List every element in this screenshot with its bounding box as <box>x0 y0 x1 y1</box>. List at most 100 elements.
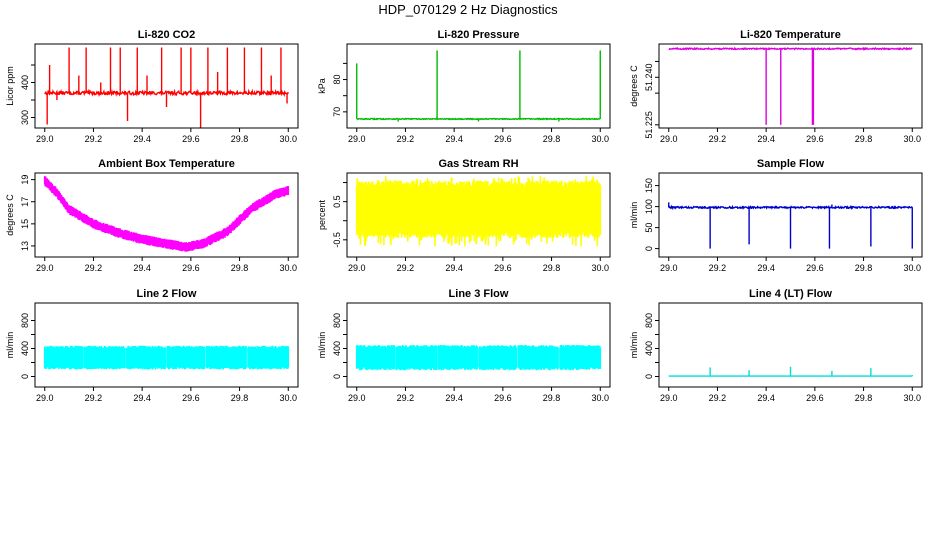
plot-frame <box>34 172 299 258</box>
x-tick-label: 29.4 <box>445 263 463 273</box>
y-tick-label: 400 <box>20 341 30 356</box>
y-axis-label: kPa <box>317 78 327 94</box>
x-tick-label: 30.0 <box>903 393 921 403</box>
panel-line3: Line 3 Flow 29.0 29.2 29.4 29.6 29.8 30.0 0 400 8… <box>317 288 611 403</box>
data-series <box>43 345 290 370</box>
x-tick-label: 29.6 <box>494 393 512 403</box>
y-tick-label: 0 <box>20 374 30 379</box>
x-tick-label: 30.0 <box>279 263 297 273</box>
x-tick-label: 29.2 <box>85 134 103 144</box>
data-series <box>668 202 913 249</box>
x-tick-label: 29.6 <box>182 134 200 144</box>
y-tick-label: 80 <box>332 75 342 85</box>
y-tick-label: 300 <box>20 110 30 125</box>
plot-frame <box>658 172 923 258</box>
x-tick-label: 29.0 <box>660 393 678 403</box>
data-series <box>355 345 602 371</box>
y-tick-label: 400 <box>20 75 30 90</box>
series-line <box>356 117 601 121</box>
y-tick-label: 150 <box>644 178 654 193</box>
series-line <box>668 46 913 51</box>
data-series <box>356 50 601 122</box>
x-tick-label: 29.8 <box>855 263 873 273</box>
x-tick-label: 29.2 <box>85 393 103 403</box>
figure-title: HDP_070129 2 Hz Diagnostics <box>378 2 558 17</box>
x-tick-label: 29.0 <box>348 263 366 273</box>
panel-title: Line 4 (LT) Flow <box>749 288 832 300</box>
data-series <box>44 47 289 128</box>
y-tick-label: 0 <box>644 246 654 251</box>
x-tick-label: 29.8 <box>543 134 561 144</box>
x-tick-label: 29.8 <box>543 393 561 403</box>
y-tick-label: 13 <box>20 241 30 251</box>
y-tick-label: 50 <box>644 223 654 233</box>
y-axis-label: ml/min <box>629 332 639 359</box>
panel-title: Li-820 CO2 <box>138 29 195 41</box>
data-series <box>668 46 913 125</box>
x-tick-label: 30.0 <box>279 393 297 403</box>
panel-title: Line 3 Flow <box>449 288 509 300</box>
panel-title: Line 2 Flow <box>137 288 197 300</box>
y-axis-label: degrees C <box>629 65 639 107</box>
panel-licor_temp: Li-820 Temperature 29.0 29.2 29.4 29.6 29.8 30… <box>629 29 923 144</box>
x-tick-label: 30.0 <box>591 393 609 403</box>
x-tick-label: 30.0 <box>279 134 297 144</box>
data-series <box>355 176 602 247</box>
x-tick-label: 29.6 <box>494 134 512 144</box>
x-tick-label: 29.0 <box>36 263 54 273</box>
y-tick-label: 19 <box>20 175 30 185</box>
series-band <box>43 345 290 370</box>
x-tick-label: 29.0 <box>36 134 54 144</box>
x-tick-label: 29.6 <box>182 263 200 273</box>
x-tick-label: 29.0 <box>660 263 678 273</box>
x-tick-label: 29.2 <box>85 263 103 273</box>
x-tick-label: 29.4 <box>133 263 151 273</box>
x-tick-label: 29.6 <box>182 393 200 403</box>
plot-frame <box>658 43 923 129</box>
y-axis-label: degrees C <box>5 194 15 236</box>
x-tick-label: 29.6 <box>806 134 824 144</box>
data-series <box>43 176 290 252</box>
y-tick-label: 100 <box>644 199 654 214</box>
series-band <box>355 176 602 247</box>
x-tick-label: 29.4 <box>757 393 775 403</box>
x-tick-label: 29.8 <box>855 393 873 403</box>
plot-frame <box>346 43 611 129</box>
y-axis-label: Licor ppm <box>5 66 15 106</box>
x-tick-label: 29.6 <box>806 263 824 273</box>
x-tick-label: 30.0 <box>591 263 609 273</box>
series-band <box>355 345 602 371</box>
x-tick-label: 29.8 <box>231 263 249 273</box>
x-tick-label: 29.0 <box>660 134 678 144</box>
panel-rh: Gas Stream RH 29.0 29.2 29.4 29.6 29.8 30.0 -0.… <box>317 158 611 273</box>
plot-frame <box>34 302 299 388</box>
panel-line2: Line 2 Flow 29.0 29.2 29.4 29.6 29.8 30.0 0 400 8… <box>5 288 299 403</box>
y-tick-label: 70 <box>332 107 342 117</box>
y-tick-label: 800 <box>332 313 342 328</box>
x-tick-label: 29.8 <box>855 134 873 144</box>
series-line <box>44 88 289 98</box>
x-tick-label: 29.6 <box>806 393 824 403</box>
y-tick-label: 400 <box>332 341 342 356</box>
x-tick-label: 29.4 <box>757 134 775 144</box>
panel-pressure: Li-820 Pressure 29.0 29.2 29.4 29.6 29.8 30.0 7… <box>317 29 611 144</box>
y-tick-label: 800 <box>20 313 30 328</box>
x-tick-label: 29.8 <box>543 263 561 273</box>
panel-title: Li-820 Temperature <box>740 29 841 41</box>
plot-frame <box>346 172 611 258</box>
x-tick-label: 29.2 <box>397 393 415 403</box>
x-tick-label: 29.0 <box>348 134 366 144</box>
y-tick-label: 0 <box>644 374 654 379</box>
x-tick-label: 29.2 <box>397 134 415 144</box>
panel-title: Gas Stream RH <box>438 158 518 170</box>
y-axis-label: percent <box>317 199 327 230</box>
panel-title: Ambient Box Temperature <box>98 158 235 170</box>
x-tick-label: 29.8 <box>231 393 249 403</box>
x-tick-label: 29.2 <box>397 263 415 273</box>
x-tick-label: 29.4 <box>133 134 151 144</box>
y-tick-label: 0 <box>332 374 342 379</box>
plot-frame <box>34 43 299 129</box>
y-tick-label: 51.240 <box>644 64 654 92</box>
x-tick-label: 29.4 <box>445 134 463 144</box>
